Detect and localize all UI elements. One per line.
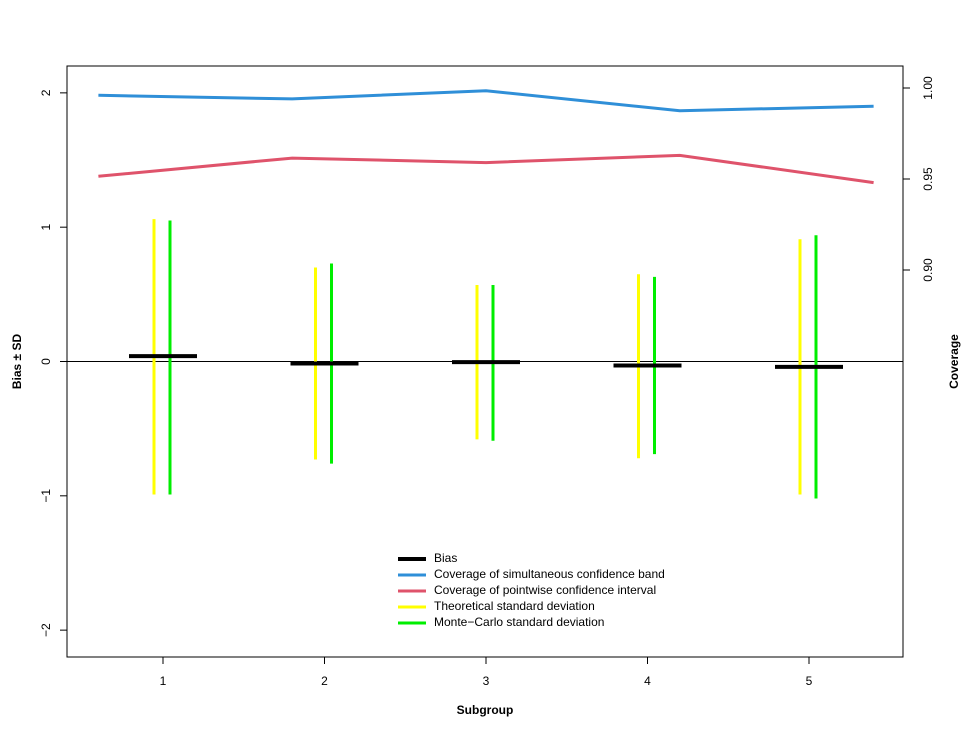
legend-label: Monte−Carlo standard deviation (434, 615, 604, 629)
legend: Bias Coverage of simultaneous confidence … (398, 551, 665, 629)
x-axis-title: Subgroup (457, 703, 514, 717)
legend-label: Bias (434, 551, 457, 565)
legend-label: Theoretical standard deviation (434, 599, 595, 613)
x-tick-label: 5 (806, 674, 813, 688)
x-tick-label: 4 (644, 674, 651, 688)
left-tick-label: −1 (39, 489, 53, 503)
left-tick-label: 2 (39, 89, 53, 96)
legend-label: Coverage of simultaneous confidence band (434, 567, 665, 581)
coverage-line-1 (98, 89, 874, 113)
x-axis: 1 2 3 4 5 (160, 657, 813, 688)
x-tick-label: 1 (160, 674, 167, 688)
right-axis: 0.90 0.95 1.00 (903, 76, 935, 282)
right-tick-label: 1.00 (921, 76, 935, 100)
right-tick-label: 0.95 (921, 167, 935, 191)
x-tick-label: 2 (321, 674, 328, 688)
x-tick-label: 3 (483, 674, 490, 688)
legend-label: Coverage of pointwise confidence interva… (434, 583, 656, 597)
left-tick-label: 1 (39, 224, 53, 231)
left-tick-label: −2 (39, 623, 53, 637)
coverage-line-2 (98, 153, 874, 185)
left-tick-label: 0 (39, 358, 53, 365)
right-axis-title: Coverage (947, 334, 961, 389)
left-axis-title: Bias ± SD (10, 334, 24, 390)
left-axis: −2 −1 0 1 2 (39, 89, 67, 637)
plot-area (67, 89, 903, 499)
right-tick-label: 0.90 (921, 258, 935, 282)
